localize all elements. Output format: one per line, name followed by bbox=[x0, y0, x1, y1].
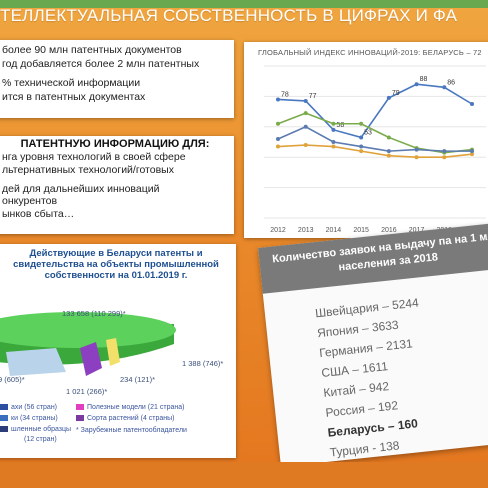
data-point bbox=[386, 149, 391, 154]
series-line bbox=[277, 112, 473, 154]
applications-item: США – 1611 bbox=[320, 359, 389, 381]
data-point bbox=[359, 121, 364, 126]
slide-title: ТЕЛЛЕКТУАЛЬНАЯ СОБСТВЕННОСТЬ В ЦИФРАХ И … bbox=[0, 6, 458, 25]
data-point bbox=[303, 98, 308, 103]
legend-swatch bbox=[0, 426, 8, 433]
data-point bbox=[414, 82, 419, 87]
pie-slice-purple bbox=[80, 342, 102, 376]
data-point bbox=[331, 144, 336, 149]
series-line bbox=[277, 83, 473, 139]
patents-title: Действующие в Беларуси патенты и свидете… bbox=[13, 248, 219, 281]
use-line: онкурентов bbox=[2, 195, 58, 208]
data-point bbox=[303, 111, 308, 116]
data-point bbox=[470, 152, 474, 157]
applications-item-highlight: Беларусь – 160 bbox=[326, 416, 419, 440]
data-label: 86 bbox=[447, 79, 455, 86]
data-label: 78 bbox=[281, 91, 289, 98]
fact-line: более 90 млн патентных документов bbox=[2, 44, 182, 56]
x-tick-label: 2015 bbox=[353, 227, 369, 234]
legend-item: ки (34 страны) bbox=[0, 415, 58, 422]
data-point bbox=[470, 149, 474, 154]
applications-item: Германия – 2131 bbox=[318, 336, 414, 361]
applications-item: Китай – 942 bbox=[322, 379, 390, 400]
data-label: 79 bbox=[392, 90, 400, 97]
pie-slice-left bbox=[6, 348, 66, 376]
x-tick-label: 2012 bbox=[270, 227, 286, 234]
legend-item: Полезные модели (21 страна) bbox=[76, 404, 184, 411]
applications-item: Япония – 3633 bbox=[316, 317, 400, 341]
pie-slice-yellow bbox=[106, 338, 120, 366]
data-label: 88 bbox=[420, 76, 428, 83]
data-point bbox=[331, 127, 336, 132]
data-point bbox=[359, 149, 364, 154]
facts-card: более 90 млн патентных документов год до… bbox=[0, 40, 234, 118]
data-point bbox=[359, 144, 364, 149]
legend-swatch bbox=[0, 404, 8, 411]
pie-label-c: 1 021 (266)* bbox=[66, 387, 107, 396]
use-line: ынков сбыта… bbox=[2, 208, 75, 221]
data-point bbox=[442, 149, 447, 154]
pie-label-b: 234 (121)* bbox=[120, 375, 155, 384]
data-point bbox=[414, 155, 419, 160]
data-point bbox=[276, 121, 280, 126]
use-line: льтернативных технологий/готовых bbox=[2, 163, 174, 176]
top-accent-stripe bbox=[0, 0, 488, 8]
applications-item: Швейцария – 5244 bbox=[314, 295, 420, 321]
data-point bbox=[386, 135, 391, 140]
data-label: 58 bbox=[336, 122, 344, 129]
applications-item: Турция - 138 bbox=[329, 438, 401, 460]
x-tick-label: 2014 bbox=[326, 227, 342, 234]
data-point bbox=[386, 153, 391, 158]
series-line bbox=[277, 144, 473, 158]
legend-swatch bbox=[76, 404, 84, 411]
pie-label-main: 133 658 (110 299)* bbox=[62, 309, 126, 318]
patents-pie-chart: 133 658 (110 299)* 9 (605)* 1 388 (746)*… bbox=[0, 309, 223, 396]
legend-item: Сорта растений (4 страны) bbox=[76, 415, 175, 422]
legend-item-count: (12 стран) bbox=[24, 436, 57, 443]
legend-item: ахи (56 стран) bbox=[0, 404, 57, 411]
data-point bbox=[276, 97, 280, 102]
pie-top-main bbox=[0, 312, 176, 348]
patents-card: Действующие в Беларуси патенты и свидете… bbox=[0, 244, 236, 458]
data-point bbox=[386, 95, 391, 100]
series-line bbox=[277, 125, 472, 152]
legend-item: шленные образцы bbox=[0, 426, 71, 433]
uses-card: ПАТЕНТНУЮ ИНФОРМАЦИЮ ДЛЯ: нга уровня тех… bbox=[0, 136, 234, 234]
fact-line: % технической информации bbox=[2, 77, 141, 89]
pie-label-left: 9 (605)* bbox=[0, 375, 25, 384]
applications-item: Россия – 192 bbox=[324, 398, 399, 420]
pie-label-a: 1 388 (746)* bbox=[182, 359, 223, 368]
data-point bbox=[303, 143, 308, 148]
data-point bbox=[470, 102, 474, 106]
gii-line-chart: 2012201320142015201620172018201978775853… bbox=[264, 65, 486, 234]
data-point bbox=[414, 147, 419, 152]
legend-swatch bbox=[0, 415, 8, 422]
data-point bbox=[359, 135, 364, 140]
gii-chart-title: ГЛОБАЛЬНЫЙ ИНДЕКС ИННОВАЦИЙ-2019: БЕЛАРУ… bbox=[258, 48, 482, 57]
data-point bbox=[331, 140, 336, 144]
data-point bbox=[303, 124, 308, 129]
data-label: 77 bbox=[309, 93, 317, 100]
uses-header: ПАТЕНТНУЮ ИНФОРМАЦИЮ ДЛЯ: bbox=[20, 138, 210, 150]
x-tick-label: 2016 bbox=[381, 227, 397, 234]
bottom-band bbox=[0, 462, 488, 488]
data-point bbox=[276, 136, 280, 141]
data-point bbox=[276, 144, 280, 149]
fact-line: год добавляется более 2 млн патентных bbox=[2, 57, 200, 70]
gii-chart-card: ГЛОБАЛЬНЫЙ ИНДЕКС ИННОВАЦИЙ-2019: БЕЛАРУ… bbox=[244, 42, 488, 238]
data-point bbox=[442, 155, 447, 160]
patents-footnote: * Зарубежные патентообладатели bbox=[76, 427, 187, 434]
use-line: нга уровня технологий в своей сфере bbox=[2, 151, 186, 163]
legend-swatch bbox=[76, 415, 84, 422]
data-point bbox=[442, 85, 447, 90]
data-point bbox=[331, 121, 336, 126]
fact-line: ится в патентных документах bbox=[2, 90, 146, 103]
applications-card: Количество заявок на выдачу па на 1 млн … bbox=[258, 221, 488, 467]
use-line: дей для дальнейших инноваций bbox=[2, 182, 160, 195]
data-label: 53 bbox=[364, 129, 372, 136]
x-tick-label: 2013 bbox=[298, 227, 314, 234]
